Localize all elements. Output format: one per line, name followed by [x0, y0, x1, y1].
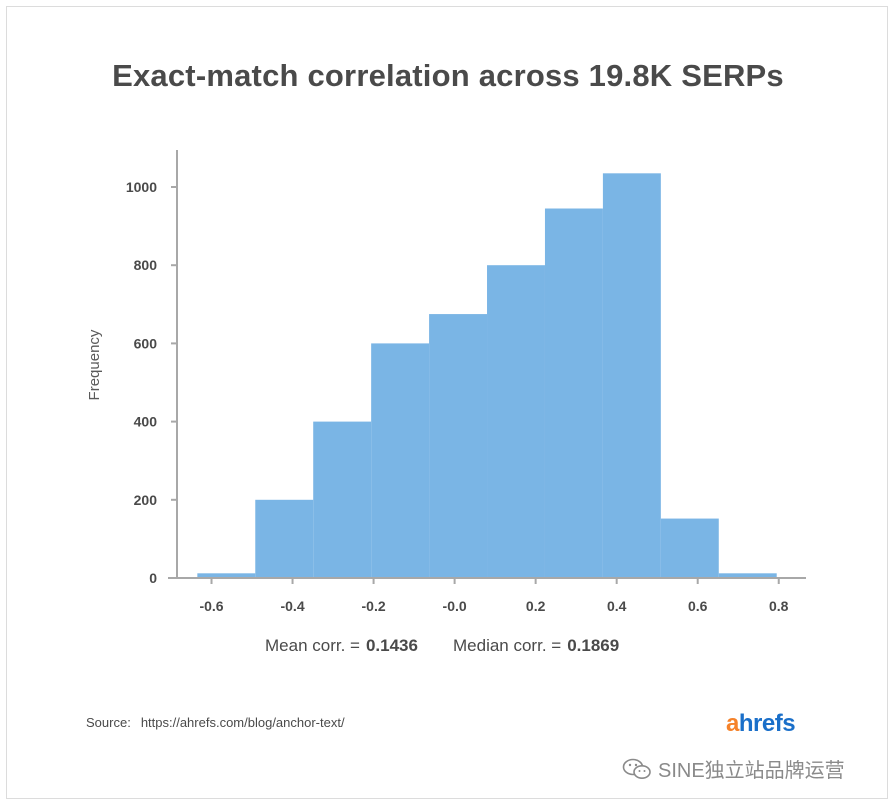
histogram-bar-6	[544, 208, 603, 578]
watermark-text: SINE独立站品牌运营	[658, 760, 845, 782]
y-tick-label-3: 600	[134, 335, 158, 351]
x-tick-label-6: 0.6	[688, 598, 708, 614]
source-url[interactable]: https://ahrefs.com/blog/anchor-text/	[140, 715, 345, 730]
histogram-bar-4	[429, 314, 488, 578]
ahrefs-logo: ahrefs	[726, 710, 796, 737]
wechat-icon	[622, 758, 651, 779]
x-tick-label-4: 0.2	[526, 598, 546, 614]
y-tick-label-5: 1000	[126, 179, 157, 195]
y-tick-label-1: 200	[134, 492, 158, 508]
x-tick-label-5: 0.4	[607, 598, 627, 614]
mean-stat: Mean corr. = 0.1436	[265, 636, 418, 656]
histogram-bar-1	[255, 499, 314, 578]
histogram-bar-7	[602, 173, 661, 578]
histogram-bar-8	[660, 518, 719, 578]
median-stat: Median corr. = 0.1869	[453, 636, 619, 656]
source-label: Source:	[86, 715, 131, 730]
x-tick-label-1: -0.4	[280, 598, 304, 614]
x-tick-label-0: -0.6	[199, 598, 223, 614]
histogram-bar-3	[371, 343, 430, 578]
y-tick-label-0: 0	[149, 570, 157, 586]
histogram-bar-2	[313, 421, 372, 578]
histogram-bar-0	[197, 573, 256, 578]
mean-value: 0.1436	[365, 636, 418, 655]
histogram-bar-9	[718, 573, 777, 578]
x-tick-label-2: -0.2	[362, 598, 386, 614]
y-axis-label: Frequency	[86, 329, 103, 400]
source-line: Source: https://ahrefs.com/blog/anchor-te…	[86, 715, 345, 730]
x-tick-label-3: -0.0	[443, 598, 467, 614]
histogram-bar-5	[487, 265, 545, 578]
median-label: Median corr. =	[453, 636, 562, 655]
y-tick-label-4: 800	[134, 257, 158, 273]
x-tick-label-7: 0.8	[769, 598, 789, 614]
watermark: SINE独立站品牌运营	[622, 754, 845, 783]
y-tick-label-2: 400	[134, 414, 158, 430]
median-value: 0.1869	[567, 636, 620, 655]
mean-label: Mean corr. =	[265, 636, 360, 655]
chart-title: Exact-match correlation across 19.8K SER…	[112, 58, 784, 93]
